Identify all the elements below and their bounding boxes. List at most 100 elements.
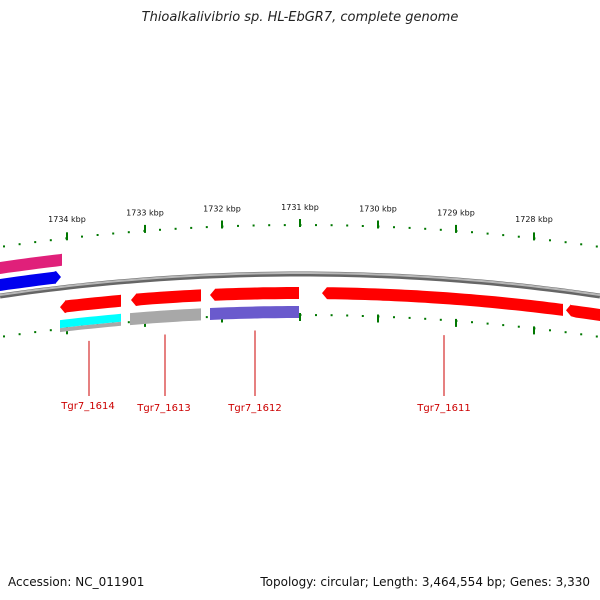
major-tick — [377, 314, 379, 323]
minor-tick — [190, 226, 193, 229]
minor-tick — [393, 226, 395, 229]
major-tick — [299, 219, 301, 227]
minor-tick — [18, 243, 21, 246]
blue-feature-body — [0, 271, 61, 291]
cyan-feature-underlay — [60, 321, 121, 333]
cds-tgr7-1614-body — [60, 294, 121, 314]
cds-tgr7-1611 — [322, 287, 563, 316]
cds-partial-right-body — [566, 304, 600, 321]
major-tick — [455, 318, 457, 327]
gene-label: Tgr7_1614 — [60, 401, 114, 412]
minor-tick — [127, 231, 130, 234]
scale-label: 1732 kbp — [203, 204, 241, 213]
minor-tick — [471, 321, 473, 324]
accession-label: Accession: NC_011901 — [8, 575, 145, 589]
minor-tick — [330, 314, 333, 317]
minor-tick — [424, 317, 427, 320]
feature-track — [0, 253, 600, 333]
minor-tick — [174, 227, 177, 230]
minor-tick — [112, 232, 115, 235]
minor-tick — [595, 245, 598, 248]
minor-tick — [549, 329, 551, 332]
major-tick — [221, 220, 223, 229]
gene-label: Tgr7_1613 — [136, 403, 190, 414]
minor-tick — [346, 224, 349, 227]
minor-tick — [361, 225, 364, 227]
pink-feature-body — [0, 253, 62, 274]
gray-feature-body — [130, 308, 201, 326]
minor-tick — [127, 321, 130, 324]
minor-tick — [315, 224, 317, 227]
cds-tgr7-1612 — [210, 287, 299, 301]
minor-tick — [580, 243, 583, 246]
pink-feature — [0, 253, 62, 274]
minor-tick — [564, 241, 567, 244]
minor-tick — [96, 234, 99, 236]
minor-tick — [393, 316, 395, 319]
minor-tick — [517, 235, 520, 238]
blue-feature — [0, 271, 61, 291]
scale-label: 1734 kbp — [48, 215, 86, 224]
major-tick — [377, 220, 379, 229]
genome-title: Thioalkalivibrio sp. HL-EbGR7, complete … — [141, 10, 459, 25]
minor-tick — [346, 314, 349, 317]
minor-tick — [439, 228, 442, 231]
cds-tgr7-1611-body — [322, 287, 563, 316]
cyan-feature — [60, 313, 121, 329]
minor-tick — [471, 231, 473, 234]
major-tick — [66, 232, 68, 241]
major-tick — [533, 232, 535, 241]
minor-tick — [424, 227, 427, 230]
scale-label: 1729 kbp — [437, 208, 475, 217]
minor-tick — [408, 316, 411, 319]
minor-tick — [408, 226, 411, 229]
genome-summary: Topology: circular; Length: 3,464,554 bp… — [260, 575, 590, 589]
minor-tick — [502, 324, 505, 327]
minor-tick — [34, 241, 37, 244]
major-tick — [455, 224, 457, 233]
minor-tick — [3, 335, 5, 338]
gene-label: Tgr7_1612 — [227, 403, 281, 414]
genome-backbone — [0, 271, 600, 299]
minor-tick — [3, 245, 5, 248]
minor-tick — [315, 314, 317, 317]
minor-tick — [439, 318, 442, 321]
minor-tick — [18, 333, 21, 336]
minor-tick — [34, 331, 37, 334]
purple-feature — [210, 306, 299, 320]
minor-tick — [283, 224, 286, 227]
minor-tick — [361, 315, 364, 317]
major-tick — [533, 326, 535, 335]
cds-tgr7-1613-body — [131, 289, 201, 306]
minor-tick — [268, 224, 271, 227]
minor-tick — [502, 234, 505, 237]
label-track: 1734 kbp 1733 kbp 1732 kbp 1731 kbp 1730 kbp… — [48, 203, 553, 414]
minor-tick — [330, 224, 333, 227]
scale-label: 1733 kbp — [126, 208, 164, 217]
scale-label: 1728 kbp — [515, 215, 553, 224]
scale-label: 1731 kbp — [281, 203, 319, 212]
genome-backbone-highlight — [0, 272, 600, 296]
minor-tick — [49, 329, 52, 332]
minor-tick — [81, 235, 83, 238]
major-tick — [299, 313, 301, 321]
minor-tick — [486, 232, 489, 235]
minor-tick — [580, 333, 583, 336]
minor-tick — [237, 224, 239, 227]
minor-tick — [595, 335, 598, 338]
minor-tick — [205, 226, 208, 229]
backbone-track — [0, 271, 600, 299]
major-tick — [144, 224, 146, 233]
minor-tick — [159, 228, 161, 231]
gene-label: Tgr7_1611 — [416, 403, 470, 414]
cyan-feature-underlay-body — [60, 321, 121, 333]
minor-tick — [252, 224, 255, 227]
scale-label: 1730 kbp — [359, 204, 397, 213]
cds-tgr7-1612-body — [210, 287, 299, 301]
minor-tick — [549, 239, 551, 242]
minor-tick — [205, 316, 208, 319]
cyan-feature-body — [60, 313, 121, 329]
minor-tick — [486, 322, 489, 325]
minor-tick — [49, 239, 52, 242]
